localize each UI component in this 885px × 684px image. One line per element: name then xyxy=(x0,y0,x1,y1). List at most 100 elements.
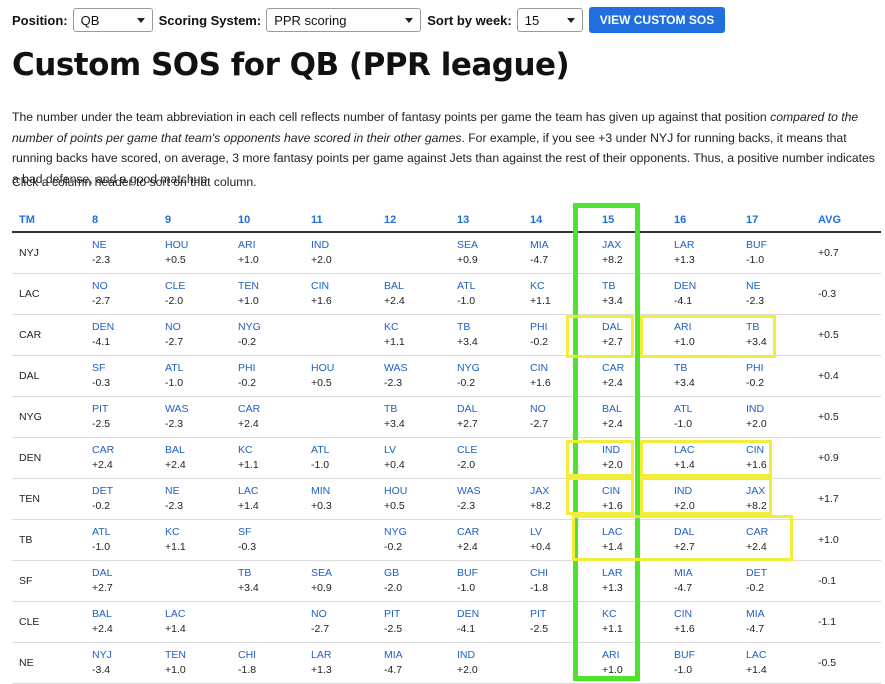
opponent-link[interactable]: NYJ xyxy=(92,649,112,661)
opponent-link[interactable]: HOU xyxy=(311,362,335,374)
opponent-link[interactable]: DEN xyxy=(92,321,115,333)
opponent-link[interactable]: ARI xyxy=(674,321,692,333)
opponent-link[interactable]: BAL xyxy=(165,444,185,456)
opponent-link[interactable]: LV xyxy=(384,444,397,456)
column-header-week-12[interactable]: 12 xyxy=(377,208,450,233)
column-header-week-15[interactable]: 15 xyxy=(595,208,667,233)
scoring-select[interactable]: PPR scoring xyxy=(266,8,422,32)
opponent-link[interactable]: DAL xyxy=(602,321,623,333)
opponent-link[interactable]: NE xyxy=(92,239,107,251)
opponent-link[interactable]: IND xyxy=(457,649,476,661)
opponent-link[interactable]: CHI xyxy=(238,649,257,661)
opponent-link[interactable]: BUF xyxy=(674,649,695,661)
column-header-week-13[interactable]: 13 xyxy=(450,208,523,233)
opponent-link[interactable]: ATL xyxy=(92,526,111,538)
opponent-link[interactable]: DAL xyxy=(674,526,695,538)
opponent-link[interactable]: ARI xyxy=(602,649,620,661)
opponent-link[interactable]: JAX xyxy=(746,485,766,497)
opponent-link[interactable]: NYG xyxy=(457,362,480,374)
position-select[interactable]: QB xyxy=(72,8,153,32)
opponent-link[interactable]: CIN xyxy=(530,362,549,374)
column-header-avg[interactable]: AVG xyxy=(811,208,881,233)
opponent-link[interactable]: TEN xyxy=(165,649,186,661)
opponent-link[interactable]: LAR xyxy=(674,239,695,251)
opponent-link[interactable]: HOU xyxy=(165,239,189,251)
opponent-link[interactable]: NYG xyxy=(384,526,407,538)
opponent-link[interactable]: PHI xyxy=(530,321,548,333)
opponent-link[interactable]: CLE xyxy=(457,444,478,456)
opponent-link[interactable]: TB xyxy=(384,403,398,415)
opponent-link[interactable]: DEN xyxy=(457,608,480,620)
column-header-week-14[interactable]: 14 xyxy=(523,208,595,233)
opponent-link[interactable]: BAL xyxy=(384,280,404,292)
opponent-link[interactable]: LAR xyxy=(602,567,623,579)
column-header-week-10[interactable]: 10 xyxy=(231,208,304,233)
opponent-link[interactable]: LAC xyxy=(602,526,623,538)
opponent-link[interactable]: MIA xyxy=(746,608,765,620)
opponent-link[interactable]: LAC xyxy=(238,485,259,497)
opponent-link[interactable]: BUF xyxy=(457,567,478,579)
opponent-link[interactable]: TEN xyxy=(238,280,259,292)
opponent-link[interactable]: LV xyxy=(530,526,543,538)
opponent-link[interactable]: DEN xyxy=(674,280,697,292)
opponent-link[interactable]: KC xyxy=(530,280,545,292)
column-header-week-9[interactable]: 9 xyxy=(158,208,231,233)
column-header-week-8[interactable]: 8 xyxy=(85,208,158,233)
opponent-link[interactable]: NYG xyxy=(238,321,261,333)
opponent-link[interactable]: WAS xyxy=(384,362,408,374)
opponent-link[interactable]: LAC xyxy=(165,608,186,620)
opponent-link[interactable]: NO xyxy=(311,608,327,620)
opponent-link[interactable]: IND xyxy=(674,485,693,497)
opponent-link[interactable]: CIN xyxy=(746,444,765,456)
opponent-link[interactable]: NE xyxy=(165,485,180,497)
opponent-link[interactable]: SEA xyxy=(457,239,479,251)
opponent-link[interactable]: PIT xyxy=(530,608,547,620)
view-custom-sos-button[interactable]: VIEW CUSTOM SOS xyxy=(588,7,726,33)
opponent-link[interactable]: DAL xyxy=(457,403,478,415)
opponent-link[interactable]: CAR xyxy=(92,444,115,456)
opponent-link[interactable]: CHI xyxy=(530,567,549,579)
opponent-link[interactable]: GB xyxy=(384,567,400,579)
opponent-link[interactable]: CIN xyxy=(311,280,330,292)
opponent-link[interactable]: BAL xyxy=(92,608,112,620)
column-header-week-16[interactable]: 16 xyxy=(667,208,739,233)
opponent-link[interactable]: SF xyxy=(238,526,252,538)
opponent-link[interactable]: MIN xyxy=(311,485,331,497)
opponent-link[interactable]: TB xyxy=(602,280,616,292)
opponent-link[interactable]: PIT xyxy=(384,608,401,620)
opponent-link[interactable]: IND xyxy=(746,403,765,415)
opponent-link[interactable]: DAL xyxy=(92,567,113,579)
opponent-link[interactable]: TB xyxy=(238,567,252,579)
opponent-link[interactable]: BUF xyxy=(746,239,767,251)
opponent-link[interactable]: ATL xyxy=(165,362,184,374)
opponent-link[interactable]: CIN xyxy=(674,608,693,620)
opponent-link[interactable]: NO xyxy=(92,280,108,292)
opponent-link[interactable]: PIT xyxy=(92,403,109,415)
opponent-link[interactable]: MIA xyxy=(530,239,549,251)
week-select[interactable]: 15 xyxy=(516,8,583,32)
opponent-link[interactable]: LAC xyxy=(746,649,767,661)
opponent-link[interactable]: ATL xyxy=(674,403,693,415)
opponent-link[interactable]: CAR xyxy=(457,526,480,538)
opponent-link[interactable]: JAX xyxy=(602,239,622,251)
opponent-link[interactable]: DET xyxy=(746,567,767,579)
opponent-link[interactable]: CAR xyxy=(602,362,625,374)
opponent-link[interactable]: NE xyxy=(746,280,761,292)
opponent-link[interactable]: DET xyxy=(92,485,113,497)
opponent-link[interactable]: CAR xyxy=(238,403,261,415)
opponent-link[interactable]: MIA xyxy=(674,567,693,579)
opponent-link[interactable]: NO xyxy=(530,403,546,415)
opponent-link[interactable]: TB xyxy=(674,362,688,374)
opponent-link[interactable]: CIN xyxy=(602,485,621,497)
opponent-link[interactable]: HOU xyxy=(384,485,408,497)
column-header-week-17[interactable]: 17 xyxy=(739,208,811,233)
opponent-link[interactable]: WAS xyxy=(165,403,189,415)
opponent-link[interactable]: LAR xyxy=(311,649,332,661)
column-header-week-11[interactable]: 11 xyxy=(304,208,377,233)
opponent-link[interactable]: ARI xyxy=(238,239,256,251)
opponent-link[interactable]: KC xyxy=(602,608,617,620)
opponent-link[interactable]: PHI xyxy=(238,362,256,374)
opponent-link[interactable]: LAC xyxy=(674,444,695,456)
opponent-link[interactable]: CLE xyxy=(165,280,186,292)
opponent-link[interactable]: WAS xyxy=(457,485,481,497)
